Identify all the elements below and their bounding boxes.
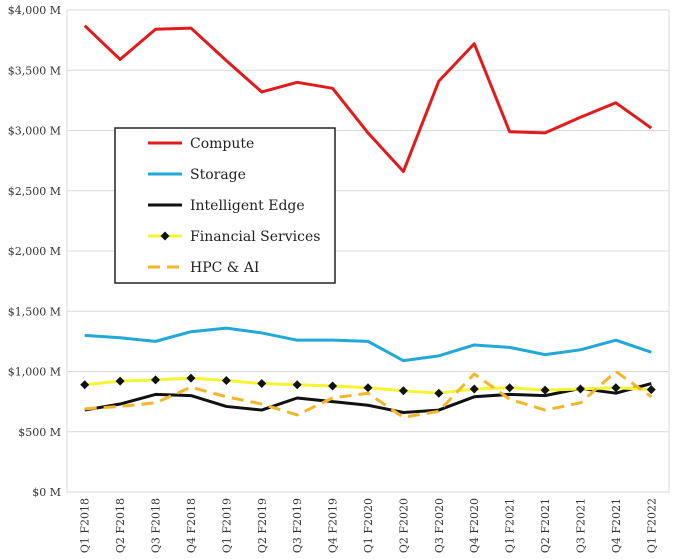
series-line-hpc-ai [84, 370, 653, 419]
y-tick-label: $0 M [32, 486, 61, 499]
legend-label-intelligent-edge: Intelligent Edge [190, 198, 305, 214]
y-tick-label: $4,000 M [8, 4, 61, 17]
gridlines [67, 9, 669, 493]
data-point-marker [505, 383, 515, 393]
data-point-marker [221, 376, 231, 386]
data-point-marker [540, 385, 550, 395]
x-tick-label: Q1 F2021 [504, 498, 517, 553]
series-line-intelligent-edge [84, 382, 652, 414]
series-line-storage [84, 326, 652, 363]
legend-label-storage: Storage [190, 167, 246, 183]
data-point-marker [151, 375, 161, 385]
x-tick-label: Q3 F2019 [291, 498, 304, 553]
x-tick-label: Q2 F2019 [256, 498, 269, 553]
series-line-compute [83, 24, 653, 173]
x-tick-label: Q4 F2021 [610, 498, 623, 553]
x-tick-label: Q3 F2018 [150, 498, 163, 553]
x-tick-label: Q1 F2022 [645, 498, 658, 553]
data-point-marker [186, 373, 196, 383]
y-axis-tick-labels: $0 M $500 M $1,000 M $1,500 M $2,000 M $2,500… [8, 4, 61, 499]
data-point-marker [469, 384, 479, 394]
data-point-marker [611, 383, 621, 393]
y-tick-label: $3,000 M [8, 125, 61, 138]
x-tick-label: Q3 F2020 [433, 498, 446, 553]
data-point-marker [434, 388, 444, 398]
legend-marker [160, 231, 170, 241]
data-point-marker [646, 385, 656, 395]
data-point-marker [575, 384, 585, 394]
legend: Compute Storage Intelligent Edge Financial … [114, 127, 336, 284]
legend-label-financial-services: Financial Services [190, 229, 320, 245]
x-tick-label: Q1 F2019 [220, 498, 233, 553]
x-tick-label: Q1 F2018 [79, 498, 92, 553]
x-tick-label: Q2 F2020 [397, 498, 410, 553]
x-tick-label: Q2 F2018 [114, 498, 127, 553]
data-point-marker [80, 380, 90, 390]
data-point-marker [292, 380, 302, 390]
y-tick-label: $3,500 M [8, 64, 61, 77]
legend-label-hpc-ai: HPC & AI [190, 260, 259, 276]
data-point-marker [398, 386, 408, 396]
data-point-marker [115, 376, 125, 386]
y-tick-label: $2,500 M [8, 185, 61, 198]
y-tick-label: $2,000 M [8, 245, 61, 258]
series-layer [80, 24, 656, 419]
data-point-marker [363, 383, 373, 393]
x-tick-label: Q4 F2019 [327, 498, 340, 553]
legend-label-compute: Compute [190, 136, 254, 152]
x-tick-label: Q3 F2021 [574, 498, 587, 553]
data-point-marker [257, 379, 267, 389]
x-tick-label: Q1 F2020 [362, 498, 375, 553]
x-tick-label: Q4 F2020 [468, 498, 481, 553]
x-tick-label: Q2 F2021 [539, 498, 552, 553]
y-tick-label: $1,000 M [8, 366, 61, 379]
y-tick-label: $500 M [18, 426, 61, 439]
x-tick-label: Q4 F2018 [185, 498, 198, 553]
x-axis-tick-labels: Q1 F2018 Q2 F2018 Q3 F2018 Q4 F2018 Q1 F2019… [79, 498, 659, 553]
y-tick-label: $1,500 M [8, 305, 61, 318]
data-point-marker [328, 381, 338, 391]
